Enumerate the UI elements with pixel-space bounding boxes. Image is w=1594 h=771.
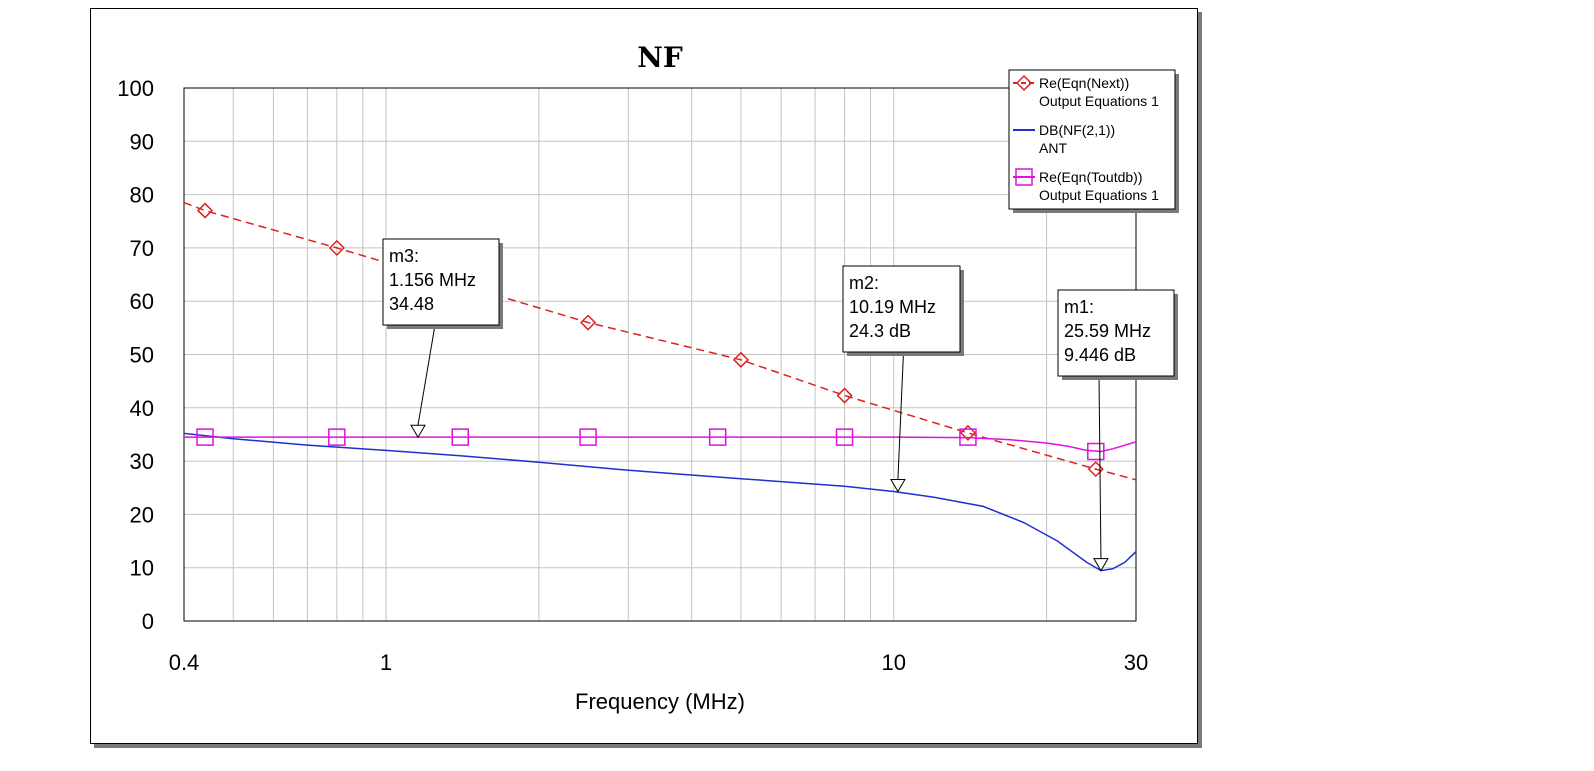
series-point-marker (580, 314, 597, 331)
marker-text-line: 10.19 MHz (849, 297, 936, 317)
chart-title: NF (637, 41, 683, 74)
x-axis-label: Frequency (MHz) (575, 689, 745, 714)
series-point-marker (1087, 461, 1104, 478)
x-tick-label: 1 (380, 650, 392, 675)
y-tick-label: 0 (142, 609, 154, 634)
marker-text-line: 25.59 MHz (1064, 321, 1151, 341)
legend-entry-1: Re(Eqn(Next)) Output Equations 1 (1013, 74, 1159, 109)
marker-m3: m3: 1.156 MHz 34.48 (382, 238, 503, 439)
series-point-marker (196, 202, 214, 219)
series-point-marker (732, 351, 749, 368)
y-tick-label: 100 (117, 76, 154, 101)
series-layer (184, 201, 1136, 572)
y-tick-label: 40 (130, 396, 154, 421)
legend-box (1008, 69, 1176, 210)
marker-box (382, 238, 500, 326)
series-point-marker (708, 428, 727, 446)
marker-text-line: m2: (849, 273, 879, 293)
series-line (184, 432, 1136, 572)
legend: Re(Eqn(Next)) Output Equations 1 DB(NF(2,1… (1008, 69, 1179, 213)
series-1 (184, 201, 1136, 481)
legend-swatch-marker (1015, 168, 1033, 186)
x-tick-label: 0.4 (169, 650, 200, 675)
legend-entry-2: DB(NF(2,1)) ANT (1013, 122, 1115, 156)
marker-m1: m1: 25.59 MHz 9.446 dB (1057, 289, 1178, 572)
x-tick-label: 10 (882, 650, 906, 675)
series-point-marker (328, 239, 345, 256)
y-tick-label: 90 (130, 129, 154, 154)
series-3 (184, 436, 1136, 453)
y-tick-label: 60 (130, 289, 154, 314)
series-point-marker (328, 428, 346, 446)
y-tick-label: 30 (130, 449, 154, 474)
marker-pointer (410, 424, 426, 439)
legend-swatch-marker (1015, 74, 1033, 92)
series-point-marker (835, 428, 854, 446)
legend-series-source: ANT (1039, 140, 1067, 156)
y-tick-label: 50 (130, 343, 154, 368)
marker-text-line: 34.48 (389, 294, 434, 314)
marker-text-line: 9.446 dB (1064, 345, 1136, 365)
y-axis-ticks: 0 10 20 30 40 50 60 70 80 90 100 (117, 76, 154, 634)
marker-text-line: m1: (1064, 297, 1094, 317)
legend-series-name: Re(Eqn(Toutdb)) (1039, 169, 1143, 185)
marker-text-line: 1.156 MHz (389, 270, 476, 290)
series-point-marker (959, 424, 977, 441)
series-point-marker (196, 428, 214, 446)
series-point-marker (836, 387, 853, 404)
marker-pointer (1093, 558, 1109, 572)
y-tick-label: 70 (130, 236, 154, 261)
marker-m2: m2: 10.19 MHz 24.3 dB (842, 265, 964, 493)
grid (183, 87, 1137, 622)
legend-series-source: Output Equations 1 (1039, 93, 1159, 109)
marker-leader (897, 351, 904, 480)
x-axis-ticks: 0.4 1 10 30 (169, 650, 1149, 675)
y-tick-label: 20 (130, 502, 154, 527)
series-point-marker (959, 428, 977, 446)
legend-series-name: DB(NF(2,1)) (1039, 122, 1115, 138)
series-line (184, 201, 1136, 481)
marker-callouts: m3: 1.156 MHz 34.48 m2: 10.19 MHz 24.3 dB m1: 2… (382, 238, 1178, 572)
marker-pointer (890, 478, 906, 493)
legend-series-source: Output Equations 1 (1039, 187, 1159, 203)
marker-box (1057, 289, 1175, 377)
series-point-marker (451, 428, 469, 446)
x-tick-label: 30 (1124, 650, 1148, 675)
marker-text-line: 24.3 dB (849, 321, 911, 341)
series-2 (184, 432, 1136, 572)
y-tick-label: 10 (130, 556, 154, 581)
series-point-marker (1087, 442, 1105, 461)
legend-series-name: Re(Eqn(Next)) (1039, 75, 1129, 91)
series-line (184, 436, 1136, 453)
marker-text-line: m3: (389, 246, 419, 266)
marker-box (842, 265, 961, 353)
series-point-marker (579, 428, 597, 446)
marker-leader (417, 324, 436, 426)
y-tick-label: 80 (130, 183, 154, 208)
legend-entry-3: Re(Eqn(Toutdb)) Output Equations 1 (1013, 168, 1159, 203)
marker-leader (1098, 375, 1102, 559)
